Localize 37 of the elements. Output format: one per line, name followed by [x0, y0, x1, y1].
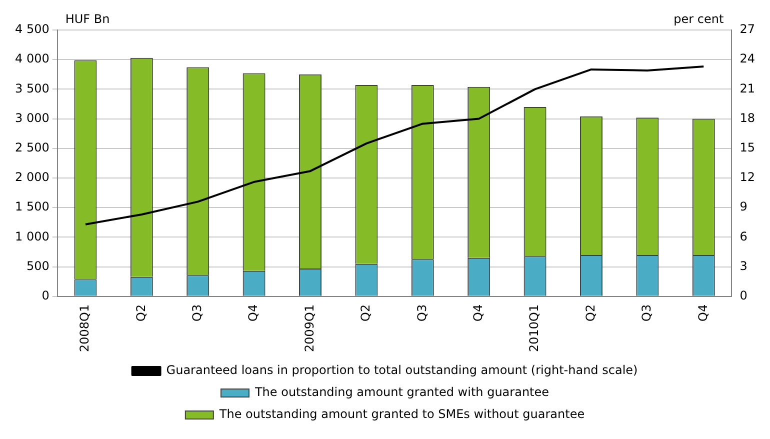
- x-tick-label: Q4: [246, 304, 260, 322]
- y2-tick-label: 6: [740, 229, 748, 244]
- y2-tick-label: 9: [740, 200, 748, 214]
- y2-tick-label: 3: [740, 258, 748, 273]
- x-tick-label: Q3: [414, 304, 429, 322]
- x-tick-label: Q3: [190, 304, 204, 322]
- x-tick-label: Q2: [583, 304, 598, 322]
- y2-tick-label: 27: [740, 22, 756, 36]
- y2-axis-title: per cent: [674, 12, 724, 26]
- y-tick-label: 2 000: [14, 170, 50, 184]
- x-tick-label: Q4: [696, 304, 710, 322]
- y2-tick-label: 0: [740, 288, 748, 303]
- y-tick-label: 3 000: [14, 110, 50, 125]
- y2-tick-label: 12: [740, 170, 756, 184]
- y2-tick-label: 24: [740, 52, 756, 66]
- legend-label: The outstanding amount granted with guarantee: [254, 385, 550, 400]
- legend-label: The outstanding amount granted to SMEs without guarantee: [218, 407, 585, 422]
- x-tick-label: 2008Q1: [78, 304, 92, 352]
- y-axis-title: HUF Bn: [65, 12, 110, 26]
- y2-tick-label: 15: [740, 140, 756, 155]
- y2-tick-label: 21: [740, 81, 756, 96]
- x-tick-label: Q4: [470, 304, 485, 322]
- y-tick-label: 4 000: [14, 52, 50, 66]
- legend-label: Guaranteed loans in proportion to total outstanding amount (right-hand scale): [166, 363, 638, 378]
- y-tick-label: 4 500: [14, 22, 50, 36]
- x-tick-label: Q2: [358, 304, 373, 322]
- y-tick-label: 1 000: [14, 229, 50, 244]
- x-tick-label: Q2: [134, 304, 148, 322]
- x-tick-label: 2009Q1: [302, 304, 316, 352]
- y-tick-label: 3 500: [14, 81, 50, 96]
- y2-tick-label: 18: [740, 110, 756, 125]
- x-tick-label: 2010Q1: [527, 304, 542, 352]
- y-tick-label: 1 500: [14, 200, 50, 214]
- y-tick-label: 0: [42, 288, 50, 303]
- y-tick-label: 500: [26, 258, 50, 273]
- y-tick-label: 2 500: [14, 140, 50, 155]
- x-tick-label: Q3: [640, 304, 654, 322]
